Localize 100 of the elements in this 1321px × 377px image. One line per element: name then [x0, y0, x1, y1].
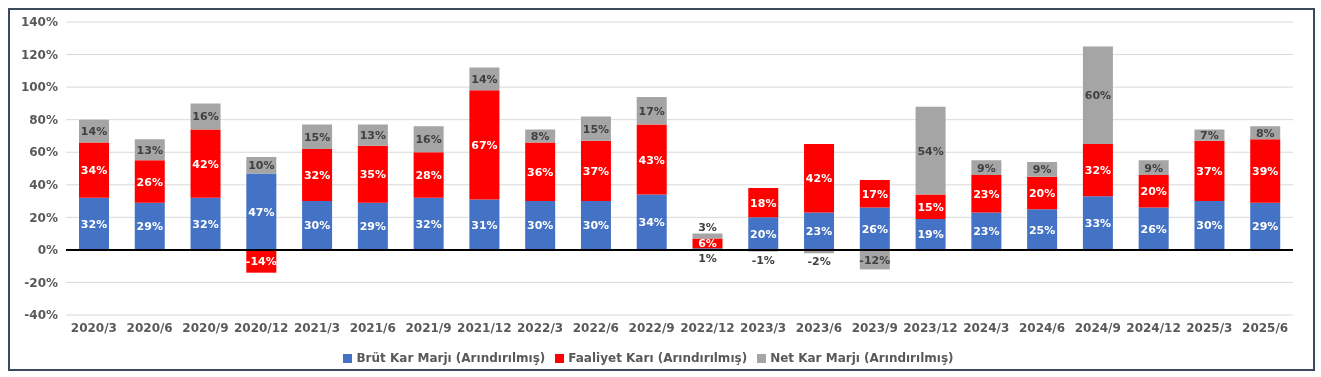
y-tick-label: 0%: [37, 243, 58, 258]
y-tick-label: 120%: [20, 47, 58, 62]
data-label: 26%: [1140, 222, 1167, 236]
data-label: 18%: [750, 196, 777, 210]
data-label: 31%: [471, 218, 498, 232]
x-tick-label: 2020/9: [182, 320, 229, 335]
bar: [469, 90, 500, 200]
data-label: 43%: [638, 153, 665, 167]
data-label: 60%: [1084, 89, 1112, 103]
data-label: 9%: [977, 161, 996, 175]
data-label: 32%: [415, 217, 442, 231]
x-tick-label: 2024/12: [1126, 320, 1181, 335]
data-label: 34%: [638, 216, 665, 230]
data-label: 23%: [973, 225, 1000, 239]
bar: [804, 144, 835, 213]
data-label: 33%: [1084, 217, 1112, 231]
x-tick-label: 2021/9: [405, 320, 452, 335]
data-label: 14%: [471, 72, 498, 86]
data-label: 30%: [1196, 219, 1223, 233]
data-label: 29%: [359, 220, 387, 234]
data-label: 15%: [303, 130, 331, 144]
data-label: 9%: [1032, 163, 1052, 177]
data-label: 23%: [805, 225, 833, 239]
data-label: 10%: [248, 159, 275, 173]
y-tick-label: 80%: [29, 112, 58, 127]
data-label: 20%: [1028, 186, 1056, 200]
bar: [525, 142, 556, 202]
data-label: -1%: [751, 253, 775, 267]
bar: [190, 129, 221, 198]
data-label: 35%: [359, 168, 387, 182]
data-label: -12%: [859, 253, 891, 267]
data-label: 36%: [527, 165, 554, 179]
data-label: -2%: [807, 255, 831, 269]
x-tick-label: 2021/12: [457, 320, 512, 335]
data-label: 42%: [192, 157, 219, 171]
bar: [357, 145, 388, 203]
bar: [302, 148, 333, 202]
y-tick-label: 140%: [20, 15, 58, 30]
y-tick-label: 40%: [29, 178, 58, 193]
data-label: 16%: [192, 110, 219, 124]
data-label: 29%: [1252, 220, 1279, 234]
bar: [580, 140, 611, 202]
data-label: 14%: [80, 125, 108, 139]
x-tick-label: 2023/6: [795, 320, 842, 335]
data-label: 13%: [359, 129, 387, 143]
bar: [413, 152, 444, 198]
data-label: 30%: [527, 219, 554, 233]
data-label: 25%: [1028, 223, 1056, 237]
data-label: 34%: [80, 164, 108, 178]
data-label: 6%: [698, 237, 717, 251]
x-tick-label: 2024/9: [1074, 320, 1121, 335]
bar: [246, 173, 277, 250]
bar: [79, 142, 109, 198]
bar: [134, 160, 165, 203]
x-tick-label: 2020/12: [233, 320, 289, 335]
x-tick-label: 2023/12: [903, 320, 958, 335]
data-label: 17%: [638, 104, 665, 118]
data-label: 17%: [861, 187, 888, 201]
data-label: 37%: [582, 164, 610, 178]
data-label: 29%: [136, 220, 163, 234]
x-tick-label: 2020/3: [70, 320, 117, 335]
legend-label: Brüt Kar Marjı (Arındırılmış): [356, 351, 546, 365]
x-tick-label: 2022/9: [628, 320, 675, 335]
data-label: 8%: [530, 129, 550, 143]
y-tick-label: 60%: [29, 145, 58, 160]
bar: [1250, 139, 1281, 203]
data-label: 28%: [415, 169, 442, 183]
bar: [1194, 140, 1225, 202]
x-tick-label: 2025/6: [1242, 320, 1289, 335]
data-label: 16%: [415, 133, 442, 147]
data-label: 8%: [1255, 126, 1275, 140]
data-label: 32%: [1084, 164, 1112, 178]
x-tick-label: 2022/6: [572, 320, 619, 335]
data-label: 26%: [136, 175, 163, 189]
y-tick-label: -40%: [24, 308, 58, 323]
x-tick-label: 2023/3: [740, 320, 787, 335]
data-label: 39%: [1252, 164, 1279, 178]
data-label: 26%: [861, 222, 888, 236]
data-label: 20%: [1140, 185, 1167, 199]
data-label: 32%: [303, 169, 331, 183]
data-label: 3%: [698, 220, 717, 234]
x-tick-label: 2025/3: [1186, 320, 1233, 335]
bar: [469, 199, 500, 250]
y-tick-label: 100%: [20, 80, 58, 95]
data-label: 9%: [1144, 161, 1164, 175]
data-label: 32%: [80, 217, 108, 231]
x-tick-label: 2024/6: [1018, 320, 1066, 335]
bar: [915, 106, 946, 195]
bar: [636, 124, 667, 195]
legend-label: Net Kar Marjı (Arındırılmış): [770, 351, 954, 365]
data-label: 30%: [582, 219, 610, 233]
bar: [1082, 46, 1113, 145]
data-label: 23%: [973, 187, 1000, 201]
data-label: 15%: [917, 200, 944, 214]
data-label: 37%: [1196, 164, 1223, 178]
data-label: 15%: [582, 122, 610, 136]
data-label: 20%: [750, 227, 777, 241]
x-tick-label: 2022/3: [517, 320, 564, 335]
data-label: 42%: [805, 172, 833, 186]
data-label: 54%: [917, 144, 944, 158]
